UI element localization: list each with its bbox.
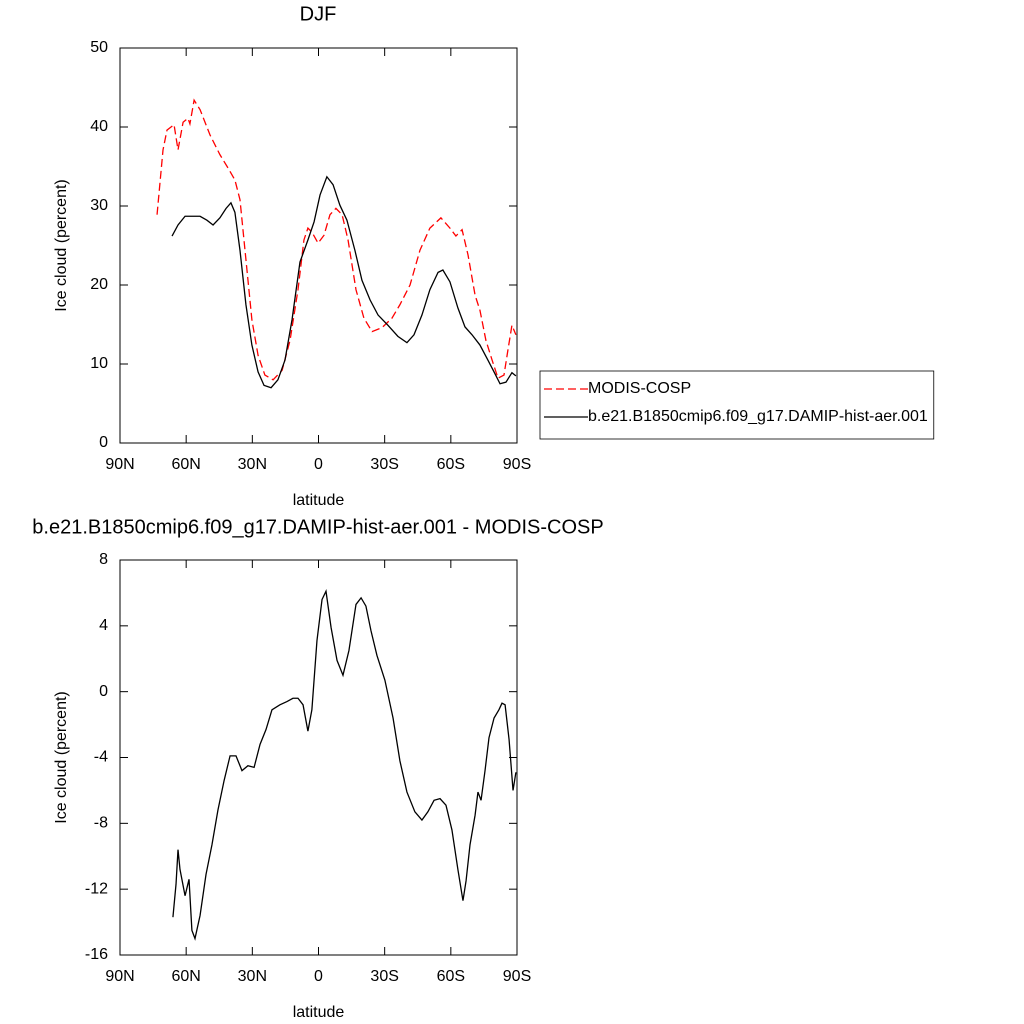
x-tick-label: 30S [370,456,398,473]
x-tick-label: 60S [437,456,465,473]
y-tick-label: 0 [99,434,108,451]
legend-label: MODIS-COSP [588,380,691,397]
plot-frame [119,47,518,444]
chart-title: DJF [300,3,337,25]
legend-box [539,370,935,440]
data-line [156,98,517,381]
x-tick-label: 60N [171,456,200,473]
x-tick-label: 90N [105,968,134,985]
legend-label: b.e21.B1850cmip6.f09_g17.DAMIP-hist-aer.… [588,408,928,425]
x-tick-label: 0 [314,456,323,473]
x-tick-label: 60N [171,968,200,985]
y-tick-label: 10 [90,355,108,372]
y-tick-label: -16 [85,946,108,963]
chart-title: b.e21.B1850cmip6.f09_g17.DAMIP-hist-aer.… [32,516,603,538]
y-tick-label: 30 [90,197,108,214]
y-axis-label: Ice cloud (percent) [53,691,70,824]
x-tick-label: 30S [370,968,398,985]
x-tick-label: 90N [105,456,134,473]
x-axis-label: latitude [293,492,345,509]
x-axis-label: latitude [293,1004,345,1021]
x-tick-label: 0 [314,968,323,985]
y-tick-label: 8 [99,551,108,568]
data-line [171,175,517,389]
x-tick-label: 90S [503,968,531,985]
y-tick-label: -8 [94,815,108,832]
x-tick-label: 60S [437,968,465,985]
y-tick-label: 0 [99,683,108,700]
x-tick-label: 30N [238,456,267,473]
y-tick-label: -12 [85,880,108,897]
x-tick-label: 90S [503,456,531,473]
x-tick-label: 30N [238,968,267,985]
y-tick-label: -4 [94,749,108,766]
plot-frame [119,559,518,956]
data-line [172,589,517,941]
y-tick-label: 40 [90,118,108,135]
y-tick-label: 50 [90,39,108,56]
y-axis-label: Ice cloud (percent) [53,179,70,312]
y-tick-label: 4 [99,617,108,634]
y-tick-label: 20 [90,276,108,293]
